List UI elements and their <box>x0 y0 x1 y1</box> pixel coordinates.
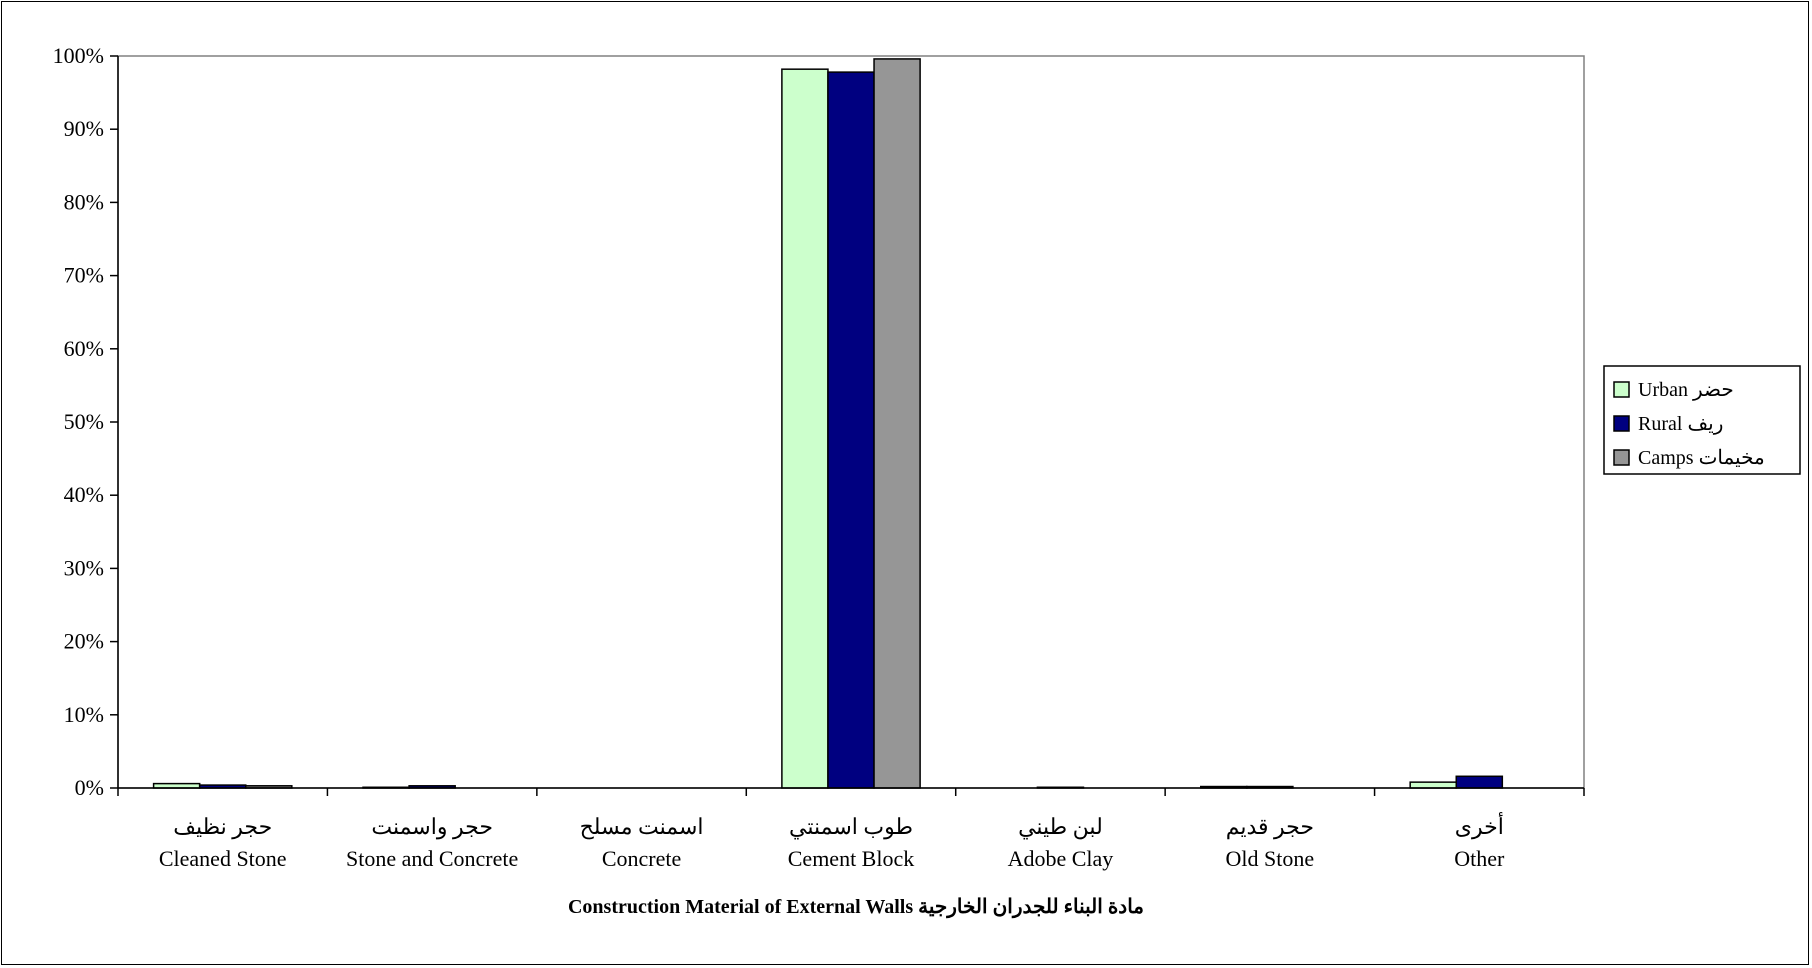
y-tick-label: 50% <box>64 409 104 434</box>
x-tick-label-arabic: طوب اسمنتي <box>789 814 913 840</box>
y-tick-label: 40% <box>64 482 104 507</box>
x-tick-label-arabic: أخرى <box>1455 811 1504 840</box>
bar <box>1409 781 1457 789</box>
y-tick-label: 70% <box>64 263 104 288</box>
x-tick-label: Cement Block <box>788 846 914 871</box>
legend-label: Urban حضر <box>1638 379 1734 401</box>
x-tick-label: Cleaned Stone <box>159 846 287 871</box>
x-tick-label-arabic: حجر واسمنت <box>371 814 493 840</box>
y-tick-label: 0% <box>75 775 104 800</box>
x-tick-label-arabic: حجر نظيف <box>173 814 272 840</box>
y-tick-label: 10% <box>64 702 104 727</box>
legend-box <box>1603 365 1801 475</box>
bar <box>827 71 875 789</box>
x-tick-label-arabic: اسمنت مسلح <box>580 814 704 840</box>
y-tick-label: 60% <box>64 336 104 361</box>
bar <box>1455 775 1504 789</box>
x-tick-label: Concrete <box>602 846 681 871</box>
legend-swatch <box>1613 415 1630 432</box>
x-tick-label: Other <box>1454 846 1505 871</box>
x-tick-label: Stone and Concrete <box>346 846 518 871</box>
bar <box>781 68 829 789</box>
bar <box>873 58 921 789</box>
y-tick-label: 90% <box>64 116 104 141</box>
y-axis: 0% 10% 20% 30% 40% 50% 60% 70% 80% 90% 100% <box>53 43 119 800</box>
legend-label: Rural ريف <box>1638 413 1723 435</box>
legend: Urban حضر Rural ريف Camps مخيمات <box>1603 365 1801 475</box>
y-tick-label: 80% <box>64 189 104 214</box>
legend-swatch <box>1613 381 1630 398</box>
y-tick-label: 20% <box>64 629 104 654</box>
legend-swatch <box>1613 449 1630 466</box>
x-tick-label-arabic: لبن طيني <box>1018 814 1103 840</box>
x-axis: حجر نظيف Cleaned Stone حجر واسمنت Stone and… <box>117 787 1585 871</box>
x-tick-label: Old Stone <box>1226 846 1315 871</box>
x-axis-title: Construction Material of External Walls … <box>568 896 1144 919</box>
y-tick-label: 100% <box>53 43 104 68</box>
y-tick-label: 30% <box>64 555 104 580</box>
x-tick-label: Adobe Clay <box>1008 846 1114 871</box>
x-tick-label-arabic: حجر قديم <box>1226 814 1314 840</box>
legend-label: Camps مخيمات <box>1638 447 1765 469</box>
bars <box>152 58 1504 789</box>
